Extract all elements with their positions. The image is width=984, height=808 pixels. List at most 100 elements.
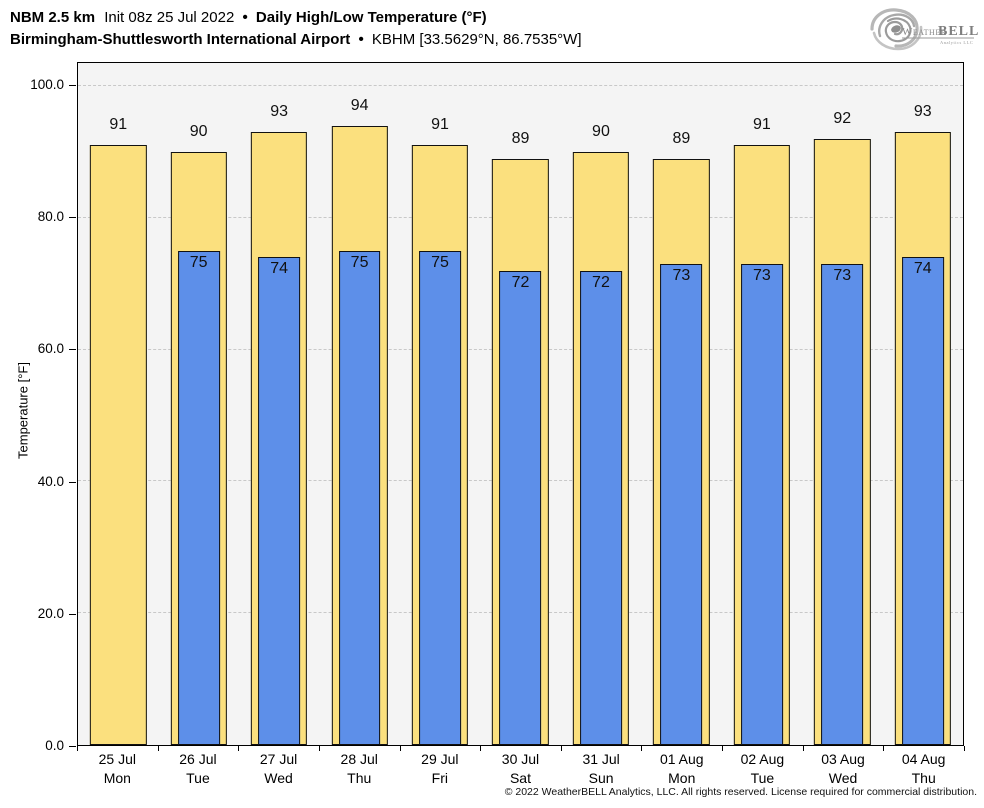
x-category-label: 25 Jul Mon — [77, 750, 158, 788]
x-label-date: 04 Aug — [901, 751, 946, 767]
low-bar: 75 — [338, 250, 381, 745]
low-bar: 75 — [419, 250, 461, 745]
bar-group-01-aug: 89 73 — [641, 63, 721, 745]
x-label-day: Sun — [588, 770, 614, 786]
bar-group-30-jul: 89 72 — [480, 63, 560, 745]
chart-header: NBM 2.5 km Init 08z 25 Jul 2022 • Daily … — [10, 7, 582, 51]
copyright-notice: © 2022 WeatherBELL Analytics, LLC. All r… — [504, 786, 977, 798]
x-tick-mark — [883, 746, 885, 751]
product-name: Daily High/Low Temperature (°F) — [255, 9, 487, 26]
high-value-label: 91 — [752, 116, 771, 134]
subtitle-line: Birmingham-Shuttlesworth International A… — [10, 29, 582, 51]
x-category-label: 30 Jul Sat — [480, 750, 561, 788]
bar-group-27-jul: 93 74 — [239, 63, 319, 745]
high-value-label: 92 — [833, 109, 852, 127]
y-tick-label: 100.0 — [30, 77, 64, 93]
low-bar: 75 — [177, 250, 220, 745]
high-value-label: 91 — [431, 116, 449, 134]
x-tick-mark — [641, 746, 643, 751]
high-value-label: 93 — [913, 103, 932, 121]
y-tick-label: 60.0 — [37, 341, 64, 357]
x-tick-mark — [722, 746, 724, 751]
model-name: NBM 2.5 km — [10, 9, 96, 26]
x-category-label: 02 Aug Tue — [722, 750, 803, 788]
low-value-label: 75 — [431, 253, 449, 271]
bar-group-26-jul: 90 75 — [158, 63, 238, 745]
high-value-label: 93 — [270, 103, 289, 121]
title-line: NBM 2.5 km Init 08z 25 Jul 2022 • Daily … — [10, 7, 582, 29]
low-value-label: 74 — [270, 260, 289, 278]
x-category-label: 31 Jul Sun — [561, 750, 642, 788]
logo-bell-text: BELL — [938, 24, 978, 39]
x-tick-mark — [157, 746, 159, 751]
bar-group-28-jul: 94 75 — [319, 63, 399, 745]
x-label-date: 30 Jul — [501, 751, 540, 767]
x-label-date: 28 Jul — [340, 751, 378, 767]
subtitle-separator: • — [358, 31, 364, 48]
bar-group-29-jul: 91 75 — [400, 63, 480, 745]
x-category-label: 26 Jul Tue — [158, 750, 239, 788]
y-tick-mark — [69, 217, 76, 219]
y-tick-label: 0.0 — [45, 738, 64, 753]
x-label-day: Wed — [828, 770, 858, 786]
x-tick-mark — [238, 746, 240, 751]
bar-group-25-jul: 91 — [78, 63, 158, 745]
x-tick-mark — [77, 746, 78, 751]
x-label-date: 29 Jul — [421, 751, 459, 767]
y-tick-mark — [69, 613, 76, 615]
y-tick-label: 20.0 — [37, 605, 64, 621]
logo-tagline: Analytics LLC — [940, 40, 973, 45]
x-label-date: 02 Aug — [740, 751, 785, 767]
y-tick-mark — [69, 481, 76, 483]
plot-area: 91 90 75 93 74 94 75 91 75 89 72 90 72 89 73 91 73 92 73 93… — [77, 62, 964, 746]
x-category-label: 01 Aug Mon — [641, 750, 722, 788]
x-label-date: 26 Jul — [179, 751, 217, 767]
x-label-day: Sat — [509, 770, 531, 786]
x-label-day: Thu — [347, 770, 372, 786]
init-time: Init 08z 25 Jul 2022 — [104, 9, 235, 26]
high-value-label: 90 — [592, 122, 610, 140]
low-value-label: 75 — [350, 253, 369, 271]
x-label-day: Tue — [750, 770, 775, 786]
x-tick-mark — [802, 746, 804, 751]
x-tick-mark — [399, 746, 401, 751]
low-bar: 73 — [740, 263, 783, 745]
x-label-day: Tue — [186, 770, 210, 786]
y-tick-mark — [69, 746, 76, 747]
x-label-date: 25 Jul — [98, 751, 136, 767]
station-id: KBHM [33.5629°N, 86.7535°W] — [371, 31, 582, 48]
x-category-label: 27 Jul Wed — [238, 750, 319, 788]
low-value-label: 72 — [592, 273, 610, 291]
y-axis-title: Temperature [°F] — [15, 362, 31, 459]
low-bar: 72 — [499, 270, 542, 745]
low-value-label: 72 — [511, 273, 530, 291]
x-category-label: 04 Aug Thu — [883, 750, 964, 788]
high-value-label: 90 — [189, 122, 208, 140]
weatherbell-logo: Weather BELL Analytics LLC — [866, 3, 978, 55]
high-value-label: 94 — [350, 96, 369, 114]
x-label-date: 31 Jul — [582, 751, 620, 767]
bar-group-31-jul: 90 72 — [561, 63, 641, 745]
logo-weather-text: Weather — [902, 26, 947, 38]
high-value-label: 89 — [672, 129, 691, 147]
x-label-day: Mon — [668, 770, 696, 786]
y-tick-mark — [69, 349, 76, 351]
low-value-label: 73 — [752, 266, 771, 284]
low-value-label: 73 — [672, 266, 691, 284]
x-label-date: 27 Jul — [259, 751, 298, 767]
x-label-date: 03 Aug — [821, 751, 865, 767]
y-tick-label: 80.0 — [37, 209, 64, 225]
x-category-label: 28 Jul Thu — [319, 750, 400, 788]
x-tick-mark — [560, 746, 562, 751]
low-bar: 73 — [660, 263, 703, 745]
gridline-100 — [78, 85, 963, 87]
x-category-label: 03 Aug Wed — [803, 750, 884, 788]
x-tick-mark — [318, 746, 320, 751]
low-bar: 73 — [821, 263, 864, 745]
x-label-day: Mon — [103, 770, 131, 786]
high-bar — [90, 145, 147, 745]
bar-group-03-aug: 92 73 — [802, 63, 882, 745]
low-bar: 74 — [258, 257, 301, 745]
hurricane-swirl-icon: Weather BELL Analytics LLC — [870, 8, 978, 51]
high-value-label: 91 — [109, 116, 128, 134]
